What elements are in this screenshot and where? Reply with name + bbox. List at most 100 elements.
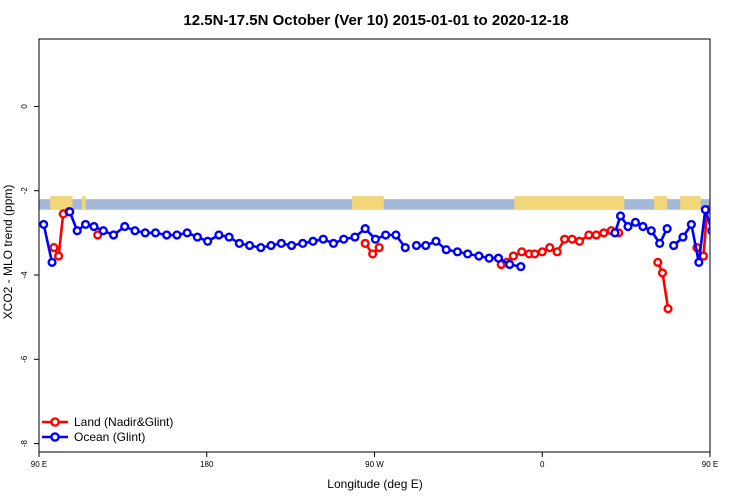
data-point: [655, 238, 665, 248]
x-axis-label: Longitude (deg E): [327, 477, 422, 491]
data-point: [391, 230, 401, 240]
data-point: [381, 230, 391, 240]
data-point: [80, 219, 91, 230]
series-line: [68, 211, 407, 249]
data-point: [508, 251, 518, 261]
legend-label: Land (Nadir&Glint): [74, 415, 173, 429]
plot-frame: [38, 38, 711, 453]
data-point: [130, 226, 140, 236]
landmask-band: [39, 196, 729, 210]
data-point: [374, 243, 384, 253]
data-point: [623, 221, 633, 232]
data-point: [370, 234, 381, 244]
data-point: [234, 238, 244, 248]
data-point: [89, 221, 99, 232]
data-point: [574, 236, 585, 246]
data-point: [474, 251, 484, 261]
data-point: [715, 221, 722, 228]
legend: Land (Nadir&Glint)Ocean (Glint): [42, 415, 173, 444]
data-point: [49, 243, 59, 253]
data-point: [484, 253, 494, 263]
data-point: [505, 259, 515, 270]
data-point: [734, 225, 741, 232]
data-point: [463, 249, 473, 259]
data-point: [140, 228, 150, 238]
data-point: [662, 224, 672, 234]
chart-title: 12.5N-17.5N October (Ver 10) 2015-01-01 …: [183, 12, 568, 29]
land-band-segment: [723, 196, 729, 210]
x-tick-label: 90 E: [31, 460, 47, 469]
legend-marker: [50, 417, 60, 427]
land-band-segment: [514, 196, 625, 210]
data-point: [400, 243, 410, 253]
data-point: [707, 226, 710, 235]
data-point: [653, 257, 663, 267]
series-line: [42, 224, 54, 263]
data-point: [638, 221, 648, 232]
data-point: [286, 240, 297, 251]
data-point: [615, 211, 626, 221]
data-point: [350, 232, 360, 242]
y-axis-label: XCO2 - MLO trend (ppm): [1, 185, 15, 320]
data-point: [657, 268, 668, 278]
data-point: [172, 230, 182, 240]
data-point: [182, 228, 192, 238]
data-point: [560, 234, 570, 244]
data-point: [360, 224, 370, 234]
data-point: [224, 232, 234, 242]
data-point: [678, 232, 688, 242]
data-point: [39, 219, 49, 230]
data-point: [452, 247, 463, 257]
data-point: [120, 221, 130, 232]
data-point: [256, 243, 266, 253]
legend-marker: [50, 432, 60, 442]
data-point: [663, 304, 673, 314]
data-point: [686, 219, 696, 230]
data-point: [431, 236, 441, 246]
data-point: [150, 228, 161, 238]
data-point: [339, 234, 349, 244]
data-point: [517, 247, 527, 257]
data-point: [298, 238, 308, 248]
data-point: [245, 240, 255, 251]
data-point: [722, 232, 729, 239]
data-point: [53, 251, 64, 261]
y-tick-label: -4: [20, 271, 29, 279]
data-point: [368, 249, 378, 259]
y-tick-label: -6: [20, 355, 29, 363]
data-point: [192, 232, 203, 242]
data-point: [545, 243, 555, 253]
data-point: [552, 247, 562, 257]
x-axis: 90 E 180 90 W 0 90 E: [31, 452, 718, 469]
y-axis: 0 -2 -4 -6 -8: [20, 104, 39, 447]
data-point: [98, 226, 108, 236]
y-tick-label: 0: [20, 104, 29, 109]
data-point: [537, 247, 547, 257]
data-point: [214, 230, 224, 240]
data-point: [308, 236, 318, 246]
data-point: [441, 245, 451, 255]
data-point: [72, 226, 82, 236]
data-point: [493, 253, 504, 263]
data-point: [591, 230, 601, 240]
y-tick-label: -2: [20, 187, 29, 195]
data-point: [421, 240, 431, 251]
data-point: [203, 236, 213, 246]
land-band-segment: [352, 196, 384, 210]
land-band-segment: [680, 196, 701, 210]
data-point: [360, 238, 370, 248]
data-point: [599, 228, 609, 238]
data-point: [318, 234, 328, 244]
x-tick-label: 0: [540, 460, 545, 469]
data-point: [328, 238, 339, 248]
series-layer: [39, 205, 741, 314]
legend-label: Ocean (Glint): [74, 430, 145, 444]
data-point: [162, 230, 172, 240]
data-point: [411, 240, 422, 251]
data-point: [567, 234, 577, 244]
data-point: [47, 257, 57, 267]
data-point: [724, 225, 731, 232]
data-point: [93, 230, 103, 240]
data-point: [516, 261, 526, 272]
